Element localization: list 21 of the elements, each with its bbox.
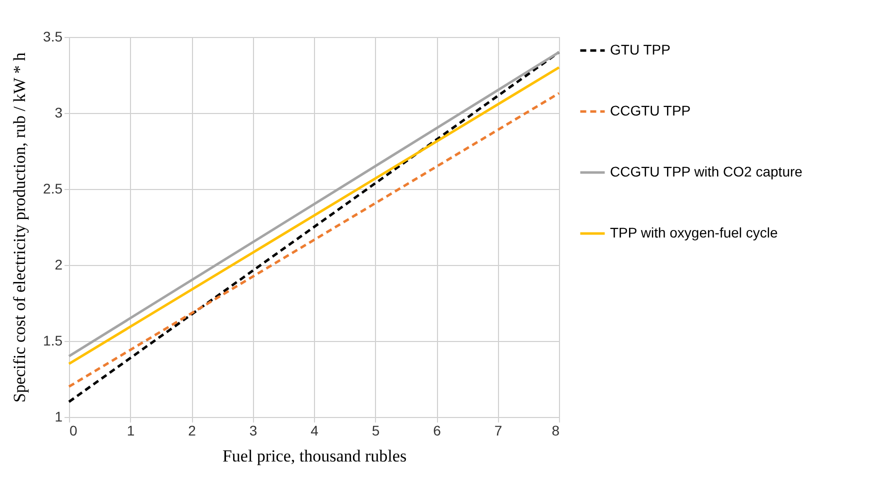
x-tick-label: 0 (70, 422, 78, 438)
y-axis-title: Specific cost of electricity production, rub / kW * h (10, 52, 30, 402)
x-tick-label: 3 (249, 422, 258, 438)
x-tick-label: 2 (188, 422, 196, 438)
x-tick-label: 1 (126, 422, 135, 438)
legend-label: CCGTU TPP (610, 102, 691, 118)
y-tick-label: 2 (54, 256, 63, 272)
x-tick-label: 6 (433, 422, 442, 438)
y-tick-label: 3.5 (43, 28, 63, 44)
y-tick-label: 1.5 (43, 332, 63, 348)
y-tick-label: 1 (54, 408, 63, 424)
y-tick-label: 3 (54, 104, 63, 120)
x-tick-label: 4 (310, 422, 319, 438)
legend-label: TPP with oxygen-fuel cycle (610, 224, 778, 240)
x-tick-label: 8 (552, 422, 560, 438)
x-axis-title: Fuel price, thousand rubles (222, 446, 407, 466)
legend-label: CCGTU TPP with CO2 capture (610, 164, 803, 180)
y-tick-label: 2.5 (43, 180, 63, 196)
legend-label: GTU TPP (610, 42, 670, 58)
x-tick-label: 7 (494, 422, 502, 438)
x-tick-label: 5 (372, 422, 380, 438)
